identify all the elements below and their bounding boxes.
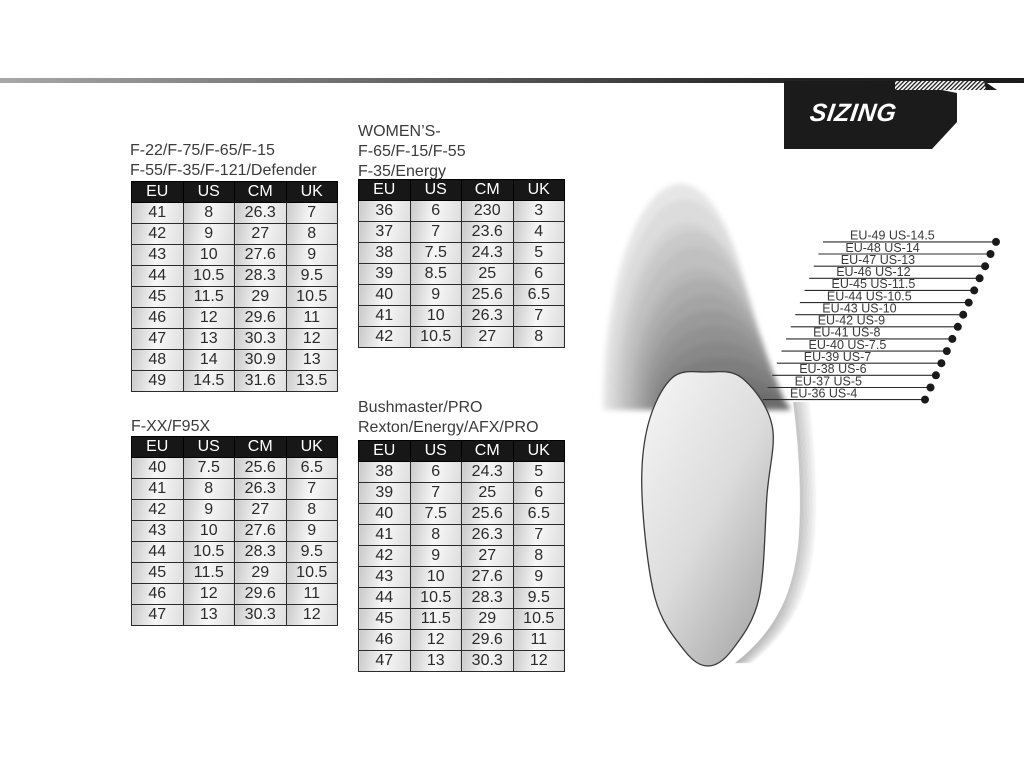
svg-text:EU-36 US-4: EU-36 US-4 (790, 386, 857, 400)
